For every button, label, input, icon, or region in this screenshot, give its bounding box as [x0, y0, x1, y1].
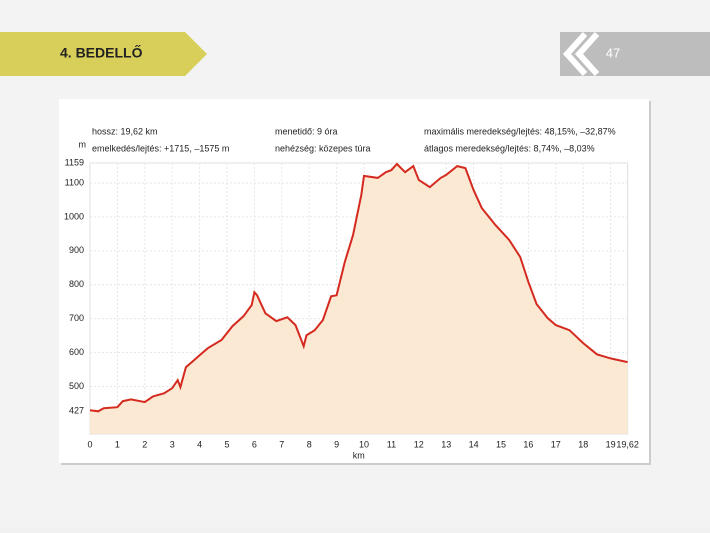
info-text: átlagos meredekség/lejtés: 8,74%, –8,03% [424, 143, 595, 153]
x-tick-label: 1 [115, 439, 120, 449]
page-title: 4. BEDELLŐ [60, 44, 143, 61]
page-band [560, 32, 710, 76]
y-tick-label: 1000 [64, 211, 84, 221]
x-tick-label: 14 [469, 439, 479, 449]
x-tick-label: 3 [170, 439, 175, 449]
x-tick-label: 4 [197, 439, 202, 449]
x-tick-label: 5 [224, 439, 229, 449]
info-text: hossz: 19,62 km [92, 126, 158, 136]
x-tick-label: 16 [523, 439, 533, 449]
y-tick-label: 600 [69, 347, 84, 357]
x-tick-label: 12 [414, 439, 424, 449]
info-text: maximális meredekség/lejtés: 48,15%, –32… [424, 126, 616, 136]
x-tick-label: 15 [496, 439, 506, 449]
info-text: emelkedés/lejtés: +1715, –1575 m [92, 143, 229, 153]
x-tick-label: 6 [252, 439, 257, 449]
x-tick-label: 9 [334, 439, 339, 449]
title-band [0, 32, 207, 76]
y-tick-label: 1159 [65, 157, 84, 167]
info-text: menetidő: 9 óra [275, 126, 338, 136]
x-axis-label: km [353, 450, 365, 460]
y-tick-label: 500 [69, 381, 84, 391]
y-tick-label: 1100 [65, 177, 84, 187]
page-number: 47 [606, 45, 620, 60]
y-tick-label: 900 [69, 245, 84, 255]
x-tick-label: 8 [307, 439, 312, 449]
y-tick-label: 427 [69, 406, 84, 416]
y-tick-label: 700 [69, 313, 84, 323]
x-tick-label: 2 [142, 439, 147, 449]
x-tick-label: 13 [441, 439, 451, 449]
info-text: nehézség: közepes túra [275, 143, 371, 153]
x-tick-label: 0 [87, 439, 92, 449]
y-tick-label: 800 [69, 279, 84, 289]
x-tick-label: 18 [578, 439, 588, 449]
x-tick-label: 17 [551, 439, 561, 449]
x-tick-label: 11 [387, 439, 396, 449]
chevron [562, 31, 588, 77]
line [89, 162, 628, 413]
x-tick-label: 19 [606, 439, 616, 449]
x-tick-label: 7 [279, 439, 284, 449]
chevron [574, 31, 600, 77]
y-axis-label: m [79, 139, 87, 149]
area [90, 164, 628, 434]
x-tick-label: 19,62 [616, 439, 639, 449]
x-tick-label: 10 [359, 439, 369, 449]
